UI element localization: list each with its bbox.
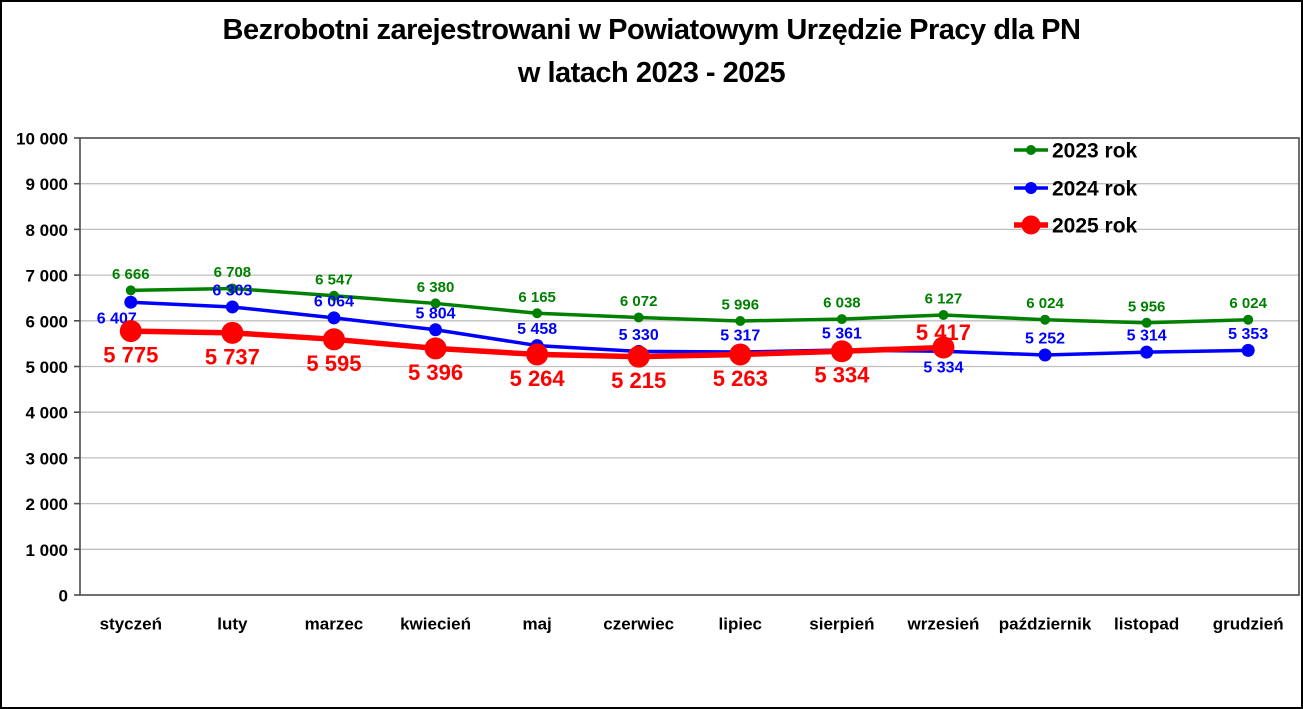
- data-label-s1-10: 5 956: [1128, 298, 1166, 315]
- x-axis-label: wrzesień: [907, 615, 980, 634]
- y-axis-label: 0: [59, 587, 68, 606]
- legend-swatch-marker: [1025, 182, 1037, 194]
- data-label-s3-3: 5 396: [408, 360, 463, 385]
- data-point-marker-s2-2: [327, 311, 341, 325]
- x-axis-label: marzec: [305, 615, 364, 634]
- data-point-marker-s3-7: [830, 340, 853, 363]
- y-axis-label: 8 000: [25, 221, 68, 240]
- data-label-s3-2: 5 595: [306, 351, 361, 376]
- x-axis-label: listopad: [1114, 615, 1179, 634]
- data-label-s1-11: 6 024: [1229, 295, 1267, 312]
- y-axis-label: 10 000: [16, 130, 68, 149]
- x-axis-label: październik: [999, 615, 1092, 634]
- legend-item-1: 2023 rok: [1014, 140, 1138, 163]
- data-label-s3-7: 5 334: [814, 363, 870, 388]
- data-label-s2-6: 5 317: [720, 328, 760, 345]
- data-point-marker-s3-3: [424, 337, 447, 360]
- y-axis-label: 5 000: [25, 358, 68, 377]
- chart-title-line1: Bezrobotni zarejestrowani w Powiatowym U…: [222, 14, 1081, 46]
- data-point-marker-s2-10: [1140, 345, 1154, 359]
- data-label-s2-2: 6 064: [314, 293, 354, 310]
- data-point-marker-s3-8: [932, 336, 955, 359]
- data-point-marker-s3-4: [526, 343, 549, 366]
- data-label-s2-8: 5 334: [923, 360, 963, 377]
- chart-title-line2: w latach 2023 - 2025: [517, 57, 786, 89]
- data-point-marker-s1-5: [633, 312, 644, 323]
- data-point-marker-s1-1: [227, 283, 238, 294]
- chart-title: Bezrobotni zarejestrowani w Powiatowym U…: [2, 9, 1301, 95]
- series-line-2: [129, 300, 1250, 357]
- y-axis-label: 1 000: [25, 541, 68, 560]
- data-point-marker-s3-1: [221, 321, 244, 344]
- x-axis-label: lipiec: [719, 615, 762, 634]
- x-axis-label: styczeń: [100, 615, 162, 634]
- data-label-s1-5: 6 072: [620, 293, 658, 310]
- data-label-s1-1: 6 708: [214, 264, 252, 281]
- data-point-marker-s1-3: [430, 298, 441, 309]
- data-label-s2-9: 5 252: [1025, 330, 1065, 347]
- data-point-marker-s3-0: [119, 320, 142, 343]
- x-axis-label: maj: [522, 615, 551, 634]
- data-point-marker-s1-4: [532, 308, 543, 319]
- data-point-marker-s1-2: [328, 290, 339, 301]
- data-point-marker-s2-11: [1241, 343, 1255, 357]
- x-axis-label: grudzień: [1213, 615, 1284, 634]
- data-point-marker-s1-9: [1040, 314, 1051, 325]
- series-line-1: [129, 286, 1250, 325]
- data-label-s3-5: 5 215: [611, 368, 666, 393]
- y-axis-label: 3 000: [25, 449, 68, 468]
- data-label-s1-9: 6 024: [1026, 295, 1064, 312]
- data-label-s1-3: 6 380: [417, 279, 455, 296]
- data-point-marker-s3-6: [729, 343, 752, 366]
- legend-item-3: 2025 rok: [1014, 215, 1138, 238]
- data-point-marker-s3-2: [322, 328, 345, 351]
- data-label-s1-8: 6 127: [925, 290, 963, 307]
- legend-swatch-marker: [1026, 145, 1036, 155]
- data-label-s3-1: 5 737: [205, 344, 260, 369]
- data-point-marker-s3-5: [627, 345, 650, 368]
- y-axis-label: 4 000: [25, 404, 68, 423]
- data-label-s1-2: 6 547: [315, 271, 353, 288]
- data-label-s2-11: 5 353: [1228, 326, 1268, 343]
- data-label-s1-7: 6 038: [823, 295, 861, 312]
- y-axis-label: 2 000: [25, 495, 68, 514]
- y-axis-label: 6 000: [25, 312, 68, 331]
- y-axis-label: 7 000: [25, 267, 68, 286]
- data-point-marker-s1-10: [1141, 317, 1152, 328]
- data-label-s2-7: 5 361: [822, 326, 862, 343]
- y-axis-label: 9 000: [25, 175, 68, 194]
- data-label-s1-6: 5 996: [722, 296, 760, 313]
- data-label-s2-1: 6 303: [212, 282, 252, 299]
- data-label-s1-4: 6 165: [518, 289, 556, 306]
- data-point-marker-s1-0: [125, 285, 136, 296]
- legend-label-1: 2023 rok: [1052, 140, 1138, 163]
- data-point-marker-s2-3: [429, 323, 443, 337]
- data-point-marker-s2-0: [124, 295, 138, 309]
- data-label-s2-4: 5 458: [517, 321, 557, 338]
- legend-swatch-marker: [1021, 215, 1041, 235]
- data-point-marker-s2-9: [1038, 348, 1052, 362]
- x-axis-label: czerwiec: [603, 615, 674, 634]
- legend-item-2: 2024 rok: [1014, 178, 1138, 201]
- legend-label-3: 2025 rok: [1052, 215, 1138, 238]
- data-point-marker-s1-6: [735, 315, 746, 326]
- data-point-marker-s1-8: [938, 309, 949, 320]
- data-point-marker-s1-11: [1243, 314, 1254, 325]
- legend-label-2: 2024 rok: [1052, 178, 1138, 201]
- data-label-s2-3: 5 804: [416, 305, 456, 322]
- data-label-s3-6: 5 263: [713, 366, 768, 391]
- data-point-marker-s2-1: [225, 300, 239, 314]
- data-label-s3-8: 5 417: [916, 320, 971, 345]
- x-axis-label: kwiecień: [400, 615, 471, 634]
- data-label-s2-10: 5 314: [1127, 328, 1167, 345]
- data-label-s3-4: 5 264: [510, 366, 566, 391]
- data-label-s3-0: 5 775: [103, 343, 158, 368]
- x-axis-label: sierpień: [809, 615, 874, 634]
- data-label-s1-0: 6 666: [112, 266, 150, 283]
- data-label-s2-5: 5 330: [619, 327, 659, 344]
- data-point-marker-s1-7: [836, 314, 847, 325]
- x-axis-label: luty: [217, 615, 248, 634]
